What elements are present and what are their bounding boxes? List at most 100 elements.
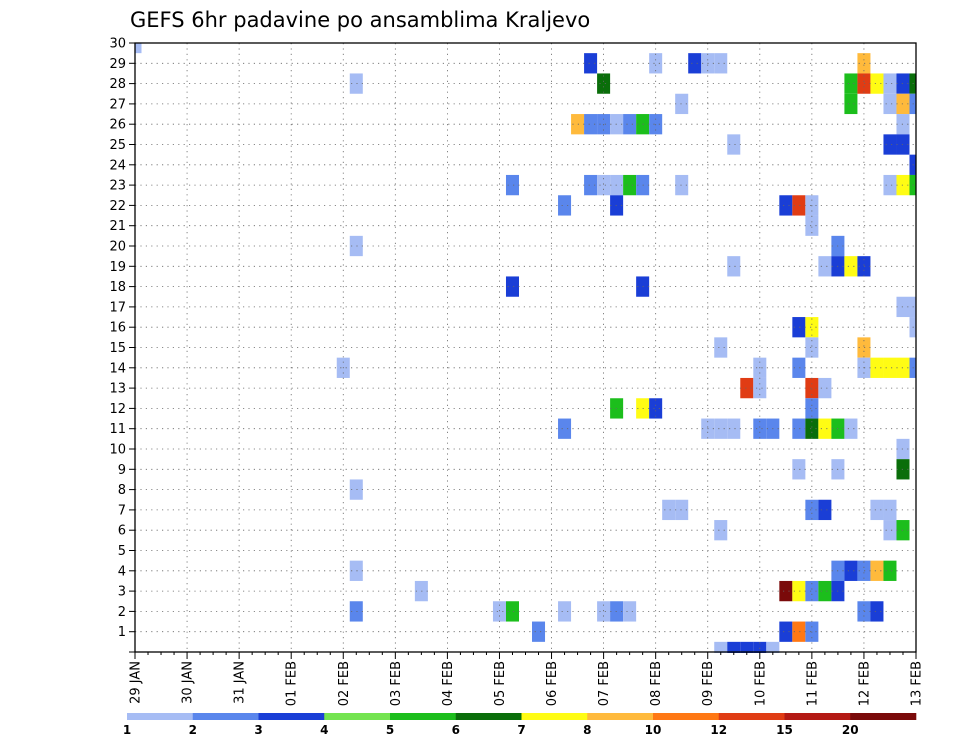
heatmap-cell: [740, 377, 754, 399]
heatmap-cell: [597, 174, 611, 196]
heatmap-cell: [844, 93, 858, 115]
y-tick-label: 25: [109, 138, 126, 153]
y-axis: 1234567891011121314151617181920212223242…: [109, 37, 135, 653]
heatmap-cell: [727, 256, 741, 277]
heatmap-cell: [349, 235, 363, 257]
y-tick-label: 22: [109, 199, 126, 214]
y-tick-label: 29: [109, 57, 126, 72]
heatmap-cell: [349, 73, 363, 94]
y-tick-label: 11: [109, 422, 126, 437]
heatmap-cell: [792, 195, 806, 216]
heatmap-cell: [883, 560, 897, 581]
y-tick-label: 3: [118, 585, 126, 600]
y-tick-label: 13: [109, 382, 126, 397]
colorbar-swatch: [718, 713, 785, 720]
colorbar-swatch: [653, 713, 720, 720]
heatmap-cell: [662, 499, 676, 521]
heatmap-cell: [792, 418, 806, 439]
heatmap-cell: [779, 621, 793, 642]
y-tick-label: 5: [118, 544, 126, 559]
x-tick-label: 04 FEB: [441, 661, 456, 706]
colorbar-label: 2: [189, 723, 197, 737]
heatmap-cell: [883, 73, 897, 94]
x-tick-label: 13 FEB: [910, 661, 925, 706]
heatmap-cell: [883, 520, 897, 541]
y-tick-label: 15: [109, 341, 126, 356]
heatmap-cell: [805, 418, 819, 439]
heatmap-cell: [805, 580, 819, 602]
y-tick-label: 10: [109, 443, 126, 458]
heatmap-cell: [505, 601, 519, 622]
heatmap-cell: [883, 499, 897, 521]
y-tick-label: 6: [118, 524, 126, 539]
x-tick-label: 29 JAN: [129, 661, 144, 704]
colorbar-swatch: [192, 713, 259, 720]
x-tick-label: 05 FEB: [493, 661, 508, 706]
colorbar-label: 8: [583, 723, 591, 737]
heatmap-cell: [584, 174, 598, 196]
heatmap-cell: [597, 601, 611, 622]
heatmap-cell: [818, 499, 832, 521]
heatmap-cell: [805, 215, 819, 236]
heatmap-cell: [753, 641, 767, 653]
colorbar-swatch: [258, 713, 325, 720]
x-tick-label: 01 FEB: [285, 661, 300, 706]
colorbar: 1 2 3 4 5 6 7 8 10 12 15 20: [123, 713, 917, 737]
y-tick-label: 12: [109, 402, 126, 417]
colorbar-label: 12: [710, 723, 727, 737]
y-tick-label: 16: [109, 321, 126, 336]
colorbar-swatch: [850, 713, 917, 720]
x-tick-label: 02 FEB: [337, 661, 352, 706]
y-tick-label: 14: [109, 361, 126, 376]
heatmap-cell: [857, 601, 871, 622]
y-tick-label: 1: [118, 625, 126, 640]
y-tick-label: 17: [109, 300, 126, 315]
heatmap-cell: [675, 174, 689, 196]
y-tick-label: 8: [118, 483, 126, 498]
colorbar-label: 10: [645, 723, 662, 737]
heatmap-cell: [532, 621, 546, 642]
heatmap-cell: [597, 73, 611, 94]
heatmap-cell: [883, 174, 897, 196]
colorbar-label: 3: [254, 723, 262, 737]
x-tick-label: 07 FEB: [597, 661, 612, 706]
x-axis: 29 JAN 30 JAN 31 JAN 01 FEB 02 FEB 03 FEB 04 F…: [129, 652, 925, 706]
heatmap-cell: [558, 418, 572, 439]
heatmap-cell: [818, 418, 832, 439]
heatmap-cell: [623, 114, 637, 135]
y-tick-label: 26: [109, 118, 126, 133]
colorbar-label: 20: [842, 723, 859, 737]
heatmap-cell: [857, 337, 871, 358]
x-tick-label: 03 FEB: [389, 661, 404, 706]
colorbar-label: 5: [386, 723, 394, 737]
heatmap-cell: [649, 398, 663, 419]
heatmap-cell: [805, 499, 819, 521]
colorbar-swatch: [587, 713, 654, 720]
x-tick-label: 06 FEB: [545, 661, 560, 706]
y-tick-label: 19: [109, 260, 126, 275]
heatmap-cell: [740, 641, 754, 653]
colorbar-swatch: [455, 713, 522, 720]
heatmap-cell: [584, 114, 598, 135]
heatmap-cell: [649, 53, 663, 74]
chart-title: GEFS 6hr padavine po ansamblima Kraljevo: [130, 8, 590, 32]
heatmap-cell: [844, 560, 858, 581]
heatmap-cell: [623, 601, 637, 622]
y-tick-label: 27: [109, 97, 126, 112]
colorbar-swatch: [324, 713, 391, 720]
colorbar-swatch: [390, 713, 457, 720]
y-tick-label: 7: [118, 503, 126, 518]
colorbar-swatch: [127, 713, 194, 720]
heatmap-cell: [714, 641, 728, 653]
x-tick-label: 30 JAN: [181, 661, 196, 704]
heatmap-cell: [844, 256, 858, 277]
x-tick-label: 12 FEB: [857, 661, 872, 706]
heatmap-cell: [792, 357, 806, 378]
heatmap-cell: [766, 641, 780, 653]
grid-layer: [135, 43, 916, 652]
colorbar-label: 15: [776, 723, 793, 737]
heatmap-cell: [805, 317, 819, 338]
heatmap-cell: [571, 114, 585, 135]
y-tick-label: 9: [118, 463, 126, 478]
y-tick-label: 21: [109, 219, 126, 234]
